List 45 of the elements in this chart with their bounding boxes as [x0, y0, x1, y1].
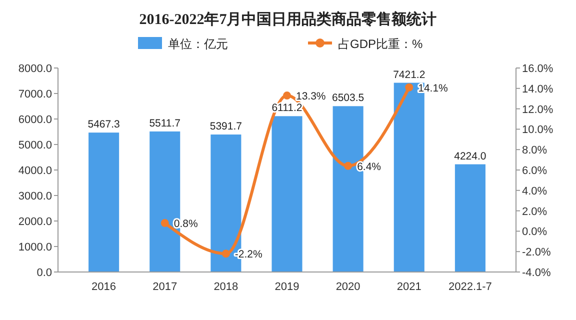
- y2-tick-label: 12.0%: [522, 104, 554, 116]
- data-label: 5391.7: [210, 120, 242, 133]
- y2-tick-label: 16.0%: [522, 63, 554, 75]
- y-tick-label: 7000.0: [18, 88, 52, 100]
- y2-tick-label: 14.0%: [522, 83, 554, 96]
- y2-tick-label: 4.0%: [522, 185, 548, 198]
- point: [283, 92, 291, 100]
- y-tick-label: 3000.0: [18, 190, 52, 202]
- y2-tick-label: 10.0%: [522, 124, 554, 136]
- data-label: 13.3%: [296, 90, 326, 103]
- x-tick-label: 2018: [214, 281, 238, 293]
- data-label: 4224.0: [454, 150, 486, 162]
- x-tick-label: 2021: [396, 281, 422, 293]
- y-tick-label: 2000.0: [18, 216, 52, 228]
- point: [344, 162, 352, 170]
- y2-tick-label: 0.0%: [522, 226, 548, 238]
- chart-title: 2016-2022年7月中国日用品类商品零售额统计: [139, 10, 437, 28]
- data-label: 7421.2: [393, 68, 426, 81]
- data-label: 5511.7: [149, 117, 181, 130]
- legend-label: 占GDP比重：%: [338, 37, 424, 51]
- y2-tick-label: -4.0%: [522, 267, 551, 279]
- y-tick-label: 1000.0: [18, 242, 52, 254]
- point: [405, 83, 414, 92]
- legend-label: 单位：亿元: [168, 37, 228, 51]
- y2-tick-label: 6.0%: [522, 165, 548, 177]
- point: [160, 219, 169, 228]
- y-tick-label: 5000.0: [18, 140, 52, 152]
- bar: [272, 116, 302, 272]
- bar: [454, 164, 486, 272]
- bar: [88, 132, 120, 272]
- y2-tick-label: 2.0%: [522, 206, 548, 218]
- x-tick-label: 2019: [274, 281, 300, 293]
- point: [222, 250, 230, 258]
- y-tick-label: 0.0: [36, 267, 52, 279]
- y2-tick-label: 8.0%: [522, 144, 548, 157]
- x-tick-label: 2020: [336, 281, 360, 293]
- y-tick-label: 8000.0: [18, 63, 52, 75]
- x-tick-label: 2022.1-7: [448, 281, 492, 293]
- y-tick-label: 4000.0: [18, 165, 52, 177]
- x-tick-label: 2016: [92, 281, 116, 293]
- y2-tick-label: -2.0%: [522, 246, 551, 259]
- data-label: 6503.5: [332, 92, 364, 104]
- data-label: 5467.3: [88, 118, 120, 131]
- x-tick-label: 2017: [152, 281, 178, 293]
- y-tick-label: 6000.0: [18, 114, 52, 126]
